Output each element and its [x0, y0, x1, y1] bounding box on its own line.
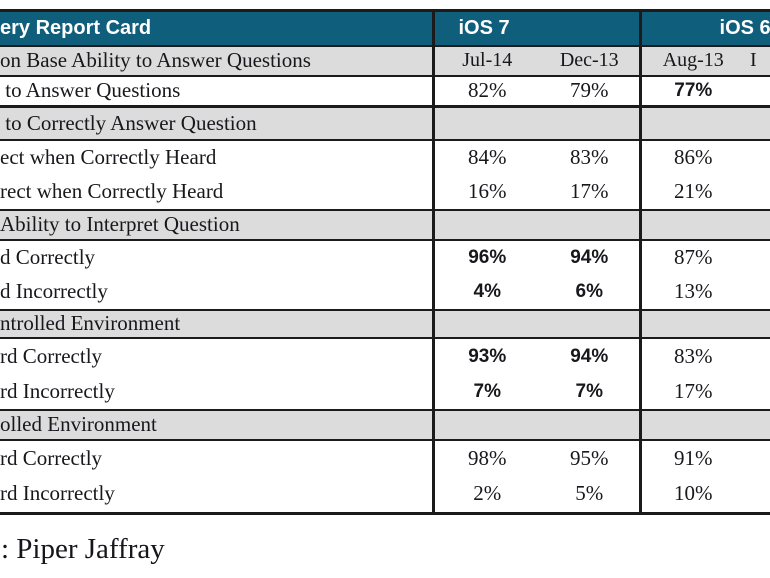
value-cell: 87%	[674, 245, 713, 269]
value-cell: 93%	[468, 345, 507, 367]
data-row: d Incorrectly 4% 6% 13%	[0, 274, 770, 310]
section-band-row: to Correctly Answer Question	[0, 105, 770, 141]
value-cell: 84%	[468, 145, 507, 169]
value-cell: 2%	[473, 481, 502, 506]
value-cell: 21%	[674, 179, 713, 203]
spacer-cell	[745, 140, 770, 175]
col-header-jul14: Jul-14	[433, 45, 540, 77]
spacer-cell	[640, 308, 770, 339]
value-cell: 94%	[540, 239, 642, 275]
dates-row: on Base Ability to Answer Questions Jul-…	[0, 45, 770, 77]
source-credit: : Piper Jaffray	[1, 533, 165, 565]
value-cell: 83%	[674, 344, 713, 368]
value-cell: 94%	[540, 337, 642, 375]
value-cell: 83%	[540, 139, 642, 175]
value-cell: 5%	[540, 475, 642, 514]
spacer-cell	[433, 208, 642, 241]
spacer-cell	[745, 75, 770, 108]
spacer-cell	[433, 408, 642, 441]
spacer-cell	[640, 208, 770, 241]
group-header-ios7: iOS 7	[433, 10, 642, 47]
col-header-cutoff: I	[745, 45, 770, 77]
section-band-row: ntrolled Environment	[0, 308, 770, 339]
data-row: d Correctly 96% 94% 87%	[0, 239, 770, 275]
spacer-cell	[433, 105, 642, 141]
row-label: rd Correctly	[0, 439, 435, 476]
spacer-cell	[745, 476, 770, 514]
value-cell: 98%	[468, 445, 507, 470]
spacer-cell	[745, 440, 770, 476]
value-cell: 17%	[540, 174, 642, 210]
spacer-cell	[745, 175, 770, 210]
col-header-dec13: Dec-13	[540, 45, 642, 77]
row-label: d Incorrectly	[0, 274, 435, 310]
header-row: ery Report Card iOS 7 iOS 6	[0, 10, 770, 47]
data-row: to Answer Questions 82% 79% 77%	[0, 75, 770, 108]
data-row: rect when Correctly Heard 16% 17% 21%	[0, 174, 770, 210]
row-label: rect when Correctly Heard	[0, 174, 435, 210]
section-band-label: Ability to Interpret Question	[0, 208, 435, 241]
spacer-cell	[640, 105, 770, 141]
section-band-label: olled Environment	[0, 408, 435, 441]
section-band-label: to Correctly Answer Question	[0, 105, 435, 141]
spacer-cell	[640, 408, 770, 441]
value-cell: 7%	[540, 374, 642, 410]
row-label: ect when Correctly Heard	[0, 139, 435, 175]
group-header-ios6: iOS 6	[640, 10, 770, 47]
data-row: rd Correctly 93% 94% 83%	[0, 337, 770, 375]
spacer-cell	[745, 375, 770, 410]
row-label: rd Incorrectly	[0, 475, 435, 514]
table-title: ery Report Card	[0, 16, 152, 39]
spacer-cell	[745, 240, 770, 275]
value-cell: 82%	[433, 75, 540, 108]
row-label: rd Correctly	[0, 337, 435, 375]
row-label: rd Incorrectly	[0, 374, 435, 410]
data-row: ect when Correctly Heard 84% 83% 86%	[0, 139, 770, 175]
col-header-aug13: Aug-13	[640, 45, 746, 77]
value-cell: 13%	[674, 279, 713, 303]
table-title-cell: ery Report Card	[0, 10, 435, 47]
section-band-label: ntrolled Environment	[0, 308, 435, 339]
value-cell: 16%	[468, 179, 507, 203]
value-cell: 77%	[640, 75, 746, 108]
section-band-row: Ability to Interpret Question	[0, 208, 770, 241]
value-cell: 6%	[540, 274, 642, 310]
data-row: rd Correctly 98% 95% 91%	[0, 439, 770, 476]
section-band-row: olled Environment	[0, 408, 770, 441]
value-cell: 10%	[674, 481, 713, 506]
subheader-label: on Base Ability to Answer Questions	[0, 45, 435, 77]
row-label: to Answer Questions	[0, 75, 435, 108]
value-cell: 86%	[674, 145, 713, 169]
value-cell: 96%	[468, 246, 507, 268]
value-cell: 79%	[540, 75, 642, 108]
value-cell: 95%	[540, 439, 642, 476]
data-row: rd Incorrectly 2% 5% 10%	[0, 475, 770, 514]
spacer-cell	[433, 308, 642, 339]
data-row: rd Incorrectly 7% 7% 17%	[0, 374, 770, 410]
value-cell: 7%	[473, 380, 501, 402]
value-cell: 91%	[674, 445, 713, 470]
spacer-cell	[745, 338, 770, 375]
row-label: d Correctly	[0, 239, 435, 275]
value-cell: 17%	[674, 379, 713, 403]
spacer-cell	[745, 275, 770, 310]
report-card-table: ery Report Card iOS 7 iOS 6 on Base Abil…	[0, 9, 770, 515]
value-cell: 4%	[473, 280, 501, 302]
